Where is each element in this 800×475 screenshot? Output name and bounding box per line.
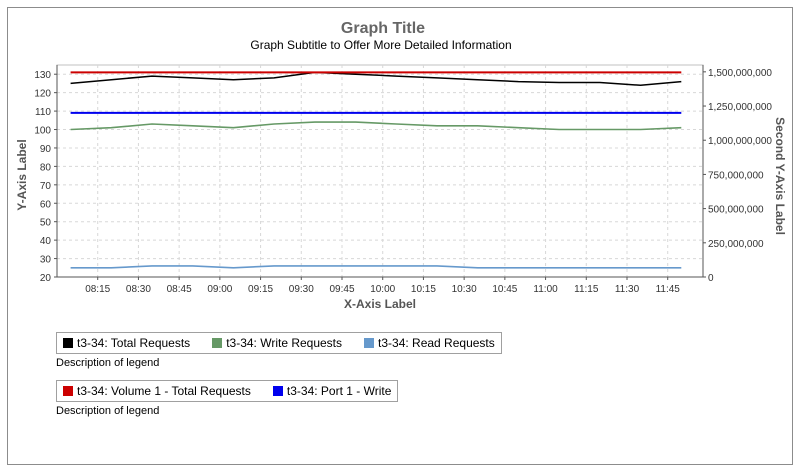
legend-swatch xyxy=(63,338,73,348)
grid xyxy=(56,64,704,278)
legend-box-1: t3-34: Total Requests t3-34: Write Reques… xyxy=(56,332,502,354)
chart-title: Graph Title xyxy=(341,20,425,37)
x-tick-label: 11:00 xyxy=(533,284,558,295)
x-tick-label: 11:30 xyxy=(615,284,640,295)
y-tick-label: 110 xyxy=(35,107,51,118)
y-tick-label: 40 xyxy=(40,236,52,247)
y-tick-label: 20 xyxy=(40,273,52,284)
x-tick-label: 10:00 xyxy=(370,284,395,295)
x-tick-label: 10:30 xyxy=(452,284,477,295)
x-tick-label: 11:15 xyxy=(574,284,599,295)
series-lines xyxy=(70,71,682,269)
x-tick-label: 08:30 xyxy=(126,284,151,295)
y-tick-label: 90 xyxy=(40,144,52,155)
legend-swatch xyxy=(364,338,375,348)
y-tick-label: 50 xyxy=(40,218,52,229)
x-tick-label: 08:15 xyxy=(85,284,110,295)
legend-label: t3-34: Total Requests xyxy=(77,336,191,350)
legend-label: t3-34: Volume 1 - Total Requests xyxy=(77,384,251,398)
y2-tick-label: 500,000,000 xyxy=(708,205,764,216)
chart-subtitle: Graph Subtitle to Offer More Detailed In… xyxy=(250,38,511,52)
legend-entry-3: t3-34: Volume 1 - Total Requests xyxy=(63,384,251,398)
y2-tick-label: 0 xyxy=(708,273,714,284)
x-axis-label: X-Axis Label xyxy=(344,297,416,311)
y2-tick-label: 1,250,000,000 xyxy=(708,102,772,113)
legend-swatch xyxy=(212,338,223,348)
y-tick-label: 80 xyxy=(40,162,52,173)
legend-description-1: Description of legend xyxy=(56,357,160,369)
legend-label: t3-34: Write Requests xyxy=(226,336,343,350)
y2-axis-label: Second Y-Axis Label xyxy=(773,117,787,235)
x-tick-label: 09:15 xyxy=(248,284,273,295)
x-tick-label: 09:30 xyxy=(289,284,314,295)
x-tick-label: 09:00 xyxy=(207,284,232,295)
x-tick-label: 08:45 xyxy=(167,284,192,295)
y2-tick-label: 250,000,000 xyxy=(708,239,764,250)
axes: 20 30 40 50 60 70 80 90 100 110 120 130 08:15 08:30 08… xyxy=(34,65,772,295)
series-line-2 xyxy=(70,265,682,269)
y-axis-label: Y-Axis Label xyxy=(15,139,29,210)
legend-label: t3-34: Port 1 - Write xyxy=(286,384,392,398)
legend-box-2: t3-34: Volume 1 - Total Requests t3-34: P… xyxy=(56,380,399,402)
x-tick-label: 10:45 xyxy=(492,284,517,295)
y-tick-label: 130 xyxy=(34,70,51,81)
y-tick-label: 120 xyxy=(34,89,51,100)
x-tick-label: 10:15 xyxy=(411,284,436,295)
y-tick-label: 60 xyxy=(40,199,52,210)
legend-entry-1: t3-34: Write Requests xyxy=(212,336,342,350)
legend-entry-4: t3-34: Port 1 - Write xyxy=(272,384,392,398)
legend-entry-0: t3-34: Total Requests xyxy=(63,336,190,350)
legend-entry-2: t3-34: Read Requests xyxy=(364,336,495,350)
legend-label: t3-34: Read Requests xyxy=(378,336,495,350)
y2-tick-label: 1,000,000,000 xyxy=(708,136,772,147)
series-line-1 xyxy=(70,121,682,131)
legend-swatch xyxy=(272,386,283,396)
x-tick-label: 09:45 xyxy=(329,284,354,295)
x-tick-label: 11:45 xyxy=(656,284,681,295)
y-tick-label: 30 xyxy=(40,255,52,266)
y2-tick-label: 1,500,000,000 xyxy=(708,68,772,79)
plot-area xyxy=(56,64,704,278)
y2-tick-label: 750,000,000 xyxy=(708,170,764,181)
y-tick-label: 70 xyxy=(40,181,52,192)
y-tick-label: 100 xyxy=(34,126,51,137)
series-line-0 xyxy=(70,71,682,87)
legend-swatch xyxy=(63,386,73,396)
chart-frame xyxy=(7,7,793,465)
legend-description-2: Description of legend xyxy=(56,405,160,417)
